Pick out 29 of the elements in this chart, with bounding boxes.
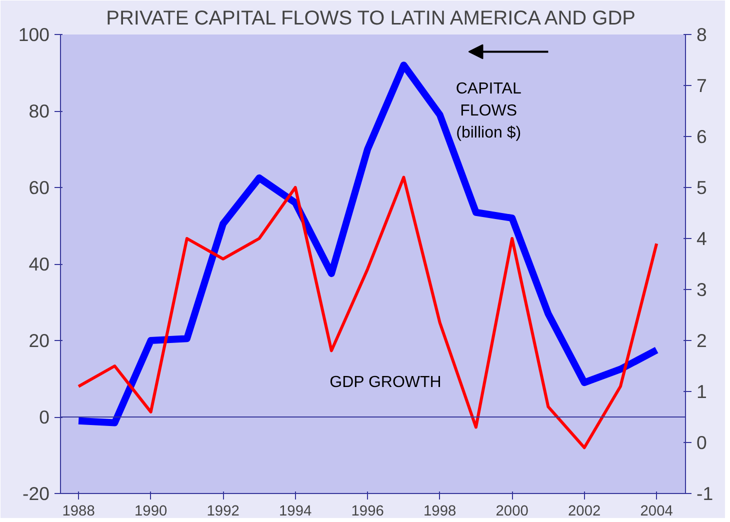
y2-tick-label: 2	[696, 330, 707, 351]
y2-tick-label: 1	[696, 381, 707, 402]
y-tick-label: 20	[28, 330, 50, 351]
chart-title: PRIVATE CAPITAL FLOWS TO LATIN AMERICA AND GDP	[106, 8, 636, 30]
y2-tick-label: -1	[696, 483, 714, 504]
y-tick-label: 80	[28, 100, 50, 122]
x-tick-label: 1992	[206, 504, 240, 520]
x-tick-label: 1998	[424, 504, 456, 520]
y-tick-label: -20	[22, 483, 50, 504]
x-tick-label: 2004	[640, 504, 673, 520]
series-label: GDP GROWTH	[330, 374, 442, 392]
x-tick-label: 1990	[134, 504, 168, 520]
y2-tick-label: 8	[696, 24, 707, 45]
y-tick-label: 60	[28, 177, 50, 198]
x-tick-label: 1996	[351, 504, 384, 520]
y2-tick-label: 6	[696, 126, 707, 147]
y2-tick-label: 7	[696, 75, 707, 96]
y-tick-label: 40	[28, 254, 50, 274]
y-tick-label: 100	[18, 24, 50, 45]
series-label: CAPITAL FLOWS (billion $)	[456, 80, 522, 142]
y2-tick-label: 5	[696, 177, 707, 198]
y2-tick-label: 4	[696, 228, 707, 249]
y2-tick-label: 3	[696, 279, 707, 300]
x-tick-label: 2000	[496, 504, 528, 520]
y2-tick-label: 0	[696, 432, 707, 453]
y-tick-label: 0	[39, 406, 50, 428]
x-tick-label: 1988	[62, 504, 95, 520]
x-tick-label: 1994	[279, 504, 312, 520]
x-tick-label: 2002	[568, 504, 601, 520]
